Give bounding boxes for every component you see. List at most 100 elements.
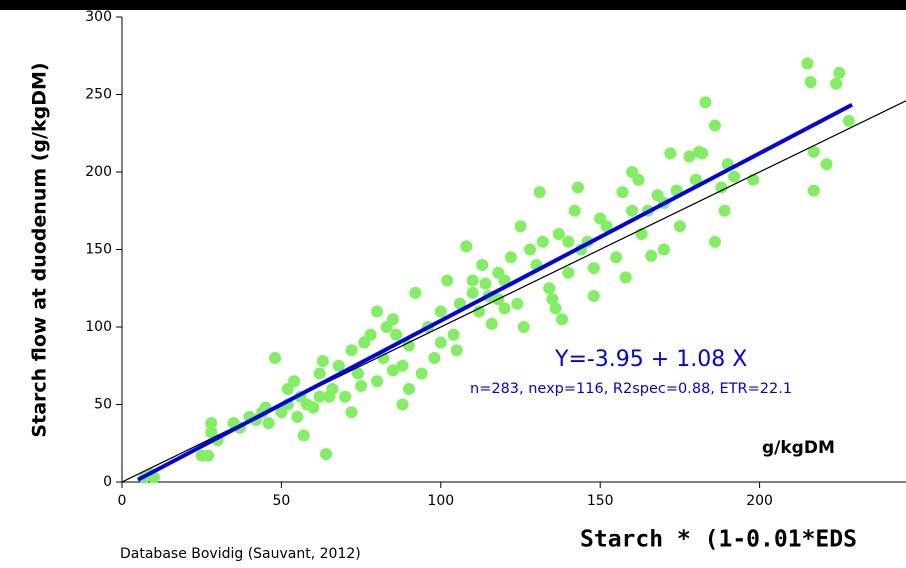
point <box>610 251 623 264</box>
point <box>571 181 584 194</box>
point <box>568 204 581 217</box>
point <box>307 401 320 414</box>
point <box>549 302 562 315</box>
point <box>524 243 537 256</box>
point <box>479 277 492 290</box>
top-band <box>0 0 906 10</box>
point <box>402 383 415 395</box>
x-tick-label: 150 <box>587 493 614 509</box>
y-tick-label: 0 <box>103 474 112 490</box>
point <box>434 336 447 349</box>
point <box>511 297 524 310</box>
y-tick-label: 250 <box>85 87 112 103</box>
point <box>696 147 709 160</box>
point <box>587 290 600 302</box>
fit-line <box>137 103 853 482</box>
point <box>664 147 677 160</box>
point <box>555 313 568 326</box>
point <box>377 352 390 364</box>
x-tick-label: 100 <box>427 493 454 509</box>
point <box>533 186 546 199</box>
point <box>626 204 639 217</box>
point <box>820 158 833 171</box>
unit-label: g/kgDM <box>762 438 835 458</box>
point <box>428 352 441 364</box>
point <box>552 228 565 240</box>
point <box>355 379 368 392</box>
source: Database Bovidig (Sauvant, 2012) <box>120 546 361 562</box>
x-tick-label: 0 <box>118 493 127 509</box>
point <box>288 375 301 388</box>
point <box>396 398 409 411</box>
point <box>543 282 556 295</box>
point <box>619 271 632 284</box>
point <box>616 186 629 199</box>
point <box>673 220 686 233</box>
point <box>351 367 364 380</box>
point <box>415 367 428 380</box>
point <box>699 96 712 109</box>
point <box>804 76 817 89</box>
point <box>683 150 696 163</box>
point <box>313 390 326 403</box>
point <box>514 220 527 233</box>
point <box>689 173 702 186</box>
equation: Y=-3.95 + 1.08 X <box>554 347 747 372</box>
point <box>657 243 670 256</box>
point <box>205 417 218 430</box>
point <box>715 181 728 194</box>
point <box>396 359 409 372</box>
point <box>842 114 855 127</box>
point <box>262 417 275 430</box>
point <box>460 240 473 253</box>
point <box>708 119 721 132</box>
point <box>587 262 600 275</box>
point <box>645 249 658 262</box>
point <box>320 448 333 461</box>
point <box>830 77 843 90</box>
point <box>390 328 403 341</box>
point <box>718 204 731 217</box>
y-tick-label: 200 <box>85 164 112 180</box>
point <box>536 235 549 248</box>
point <box>476 259 489 271</box>
point <box>202 449 215 462</box>
point <box>441 274 454 287</box>
point <box>326 383 339 395</box>
point <box>371 305 384 318</box>
x-tick-label: 50 <box>272 493 290 509</box>
point <box>807 145 820 158</box>
point <box>498 302 511 315</box>
point <box>450 344 463 357</box>
stats: n=283, nexp=116, R2spec=0.88, ETR=22.1 <box>470 381 792 397</box>
y-axis-label: Starch flow at duodenum (g/kgDM) <box>29 62 51 437</box>
point <box>291 410 304 423</box>
point <box>402 339 415 352</box>
y-tick-label: 50 <box>94 397 112 413</box>
point <box>708 235 721 248</box>
point <box>297 429 310 442</box>
point <box>434 305 447 318</box>
point <box>562 235 575 248</box>
point <box>269 352 282 364</box>
y-tick-label: 150 <box>85 242 112 258</box>
point <box>466 274 479 287</box>
point <box>807 184 820 197</box>
point <box>466 286 479 299</box>
point <box>600 220 613 233</box>
point <box>345 344 358 357</box>
point <box>409 286 422 299</box>
x-axis-label: Starch * (1-0.01*EDS <box>580 527 857 553</box>
point <box>473 305 486 318</box>
point <box>332 359 345 372</box>
point <box>364 328 377 341</box>
point <box>728 170 741 183</box>
x-tick-label: 200 <box>746 493 773 509</box>
point <box>316 355 329 368</box>
point <box>504 251 517 264</box>
point <box>339 390 352 403</box>
point <box>453 297 466 310</box>
point <box>485 317 498 330</box>
